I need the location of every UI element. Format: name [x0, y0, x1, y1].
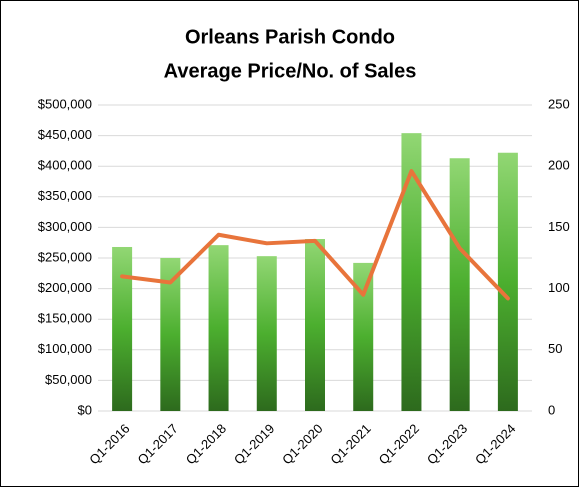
y-tick-label: $300,000 [38, 219, 92, 234]
y-tick-label: $100,000 [38, 341, 92, 356]
bar [208, 245, 229, 411]
bar [449, 158, 470, 411]
bar [256, 256, 277, 411]
y2-tick-label: 0 [548, 402, 555, 417]
y-tick-label: $500,000 [38, 96, 92, 111]
chart-title: Average Price/No. of Sales [164, 60, 417, 82]
y-tick-label: $50,000 [45, 372, 92, 387]
y-tick-label: $250,000 [38, 249, 92, 264]
y-tick-label: $0 [78, 402, 92, 417]
y2-tick-label: 200 [548, 158, 570, 173]
y2-tick-label: 100 [548, 280, 570, 295]
y2-tick-label: 50 [548, 341, 562, 356]
bar [112, 246, 133, 411]
chart-title: Orleans Parish Condo [185, 26, 395, 48]
line [120, 169, 510, 301]
y2-tick-label: 250 [548, 96, 570, 111]
bar [160, 258, 181, 411]
y-tick-label: $200,000 [38, 280, 92, 295]
y-tick-label: $150,000 [38, 311, 92, 326]
y-tick-label: $450,000 [38, 127, 92, 142]
y-tick-label: $350,000 [38, 188, 92, 203]
bar [305, 239, 325, 411]
y-tick-label: $400,000 [38, 158, 92, 173]
y2-tick-label: 150 [548, 219, 570, 234]
bar [401, 133, 422, 412]
bar [497, 152, 518, 411]
bar [353, 262, 374, 411]
